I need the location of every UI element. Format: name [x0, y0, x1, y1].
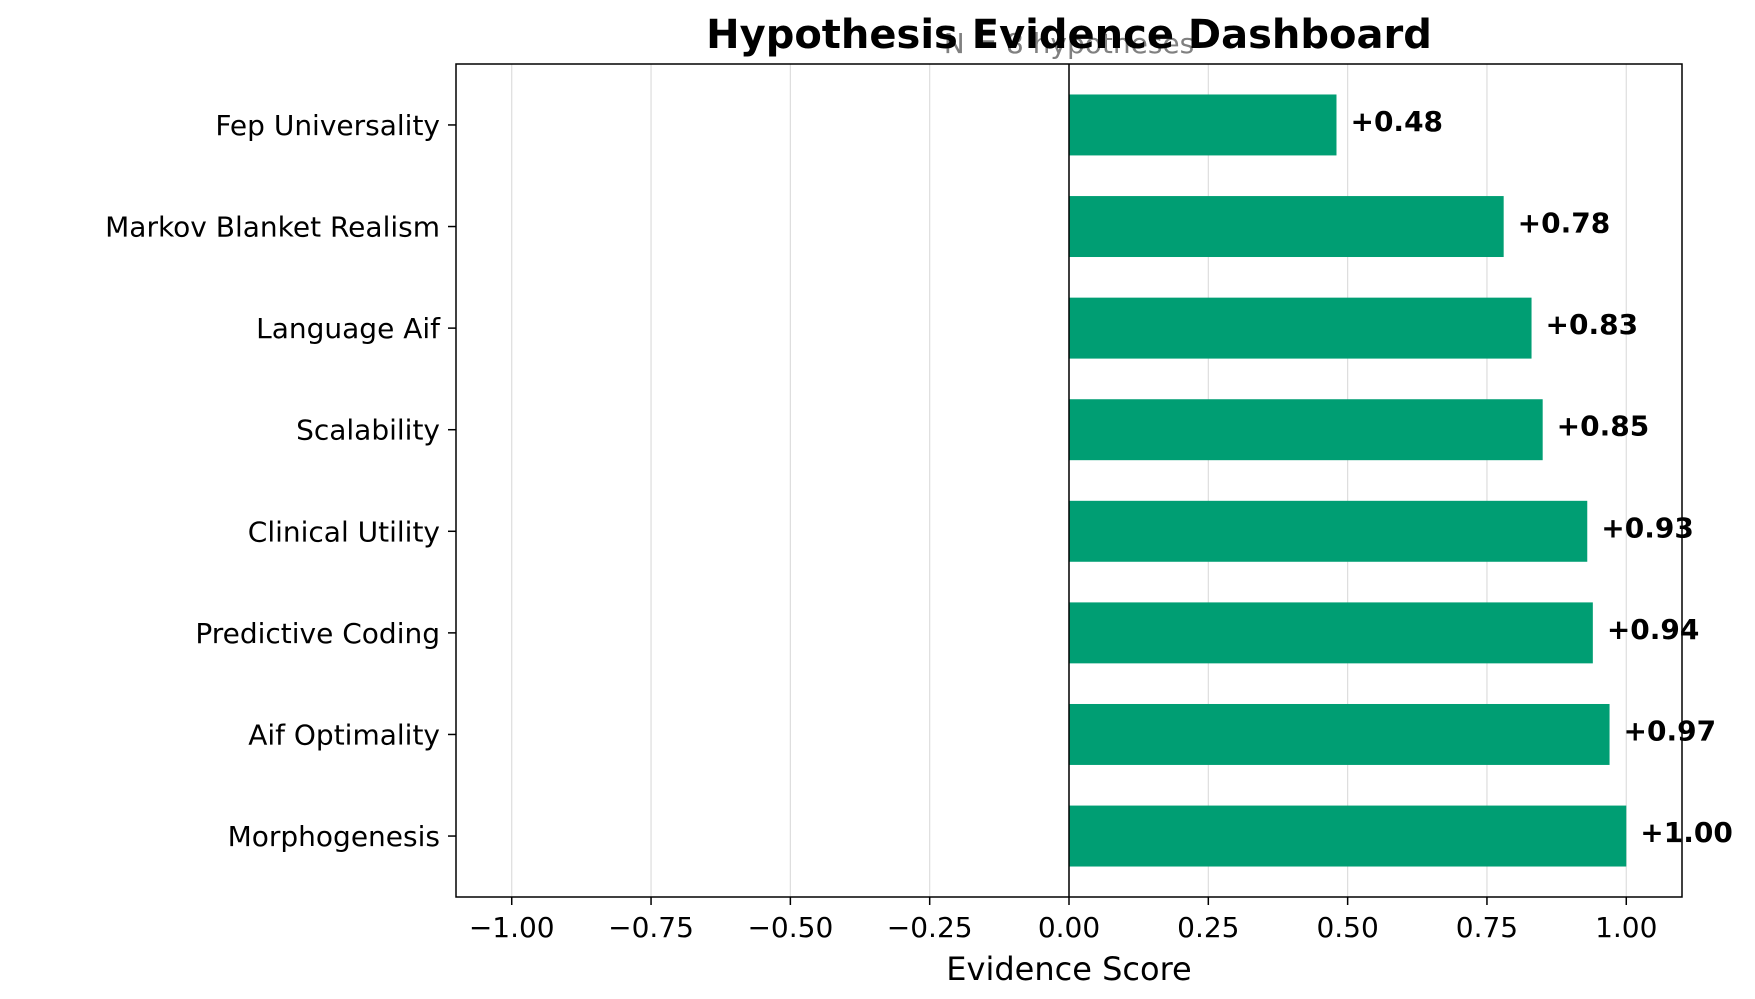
- bar-value-label: +0.94: [1607, 613, 1700, 646]
- bar-value-label: +0.85: [1557, 410, 1650, 443]
- bar: [1069, 94, 1337, 156]
- x-tick-label: 1.00: [1595, 911, 1657, 944]
- x-tick-label: 0.50: [1316, 911, 1378, 944]
- ticks-layer: −1.00 −0.75 −0.50 −0.25 0.00 0.25 0.50 0.75 1.00…: [105, 109, 1657, 944]
- bars-layer: [1069, 94, 1627, 867]
- chart-title: Hypothesis Evidence Dashboard: [706, 12, 1432, 58]
- x-tick-label: −0.75: [608, 911, 694, 944]
- x-tick-label: −0.50: [747, 911, 833, 944]
- y-tick-label: Fep Universality: [215, 109, 440, 142]
- y-tick-label: Predictive Coding: [195, 617, 440, 650]
- bar: [1069, 297, 1532, 359]
- bar-value-label: +0.48: [1350, 105, 1443, 138]
- x-tick-label: 0.25: [1177, 911, 1239, 944]
- bar-value-label: +0.97: [1624, 714, 1717, 747]
- bar: [1069, 703, 1610, 765]
- bar: [1069, 196, 1504, 258]
- data-labels-layer: +0.48 +0.78 +0.83 +0.85 +0.93 +0.94 +0.97 +1.00: [1350, 105, 1732, 849]
- x-tick-label: 0.75: [1456, 911, 1518, 944]
- y-tick-label: Language Aif: [256, 312, 441, 345]
- bar: [1069, 399, 1543, 461]
- y-tick-label: Markov Blanket Realism: [105, 211, 440, 244]
- y-tick-label: Aif Optimality: [248, 718, 440, 751]
- x-tick-label: −0.25: [887, 911, 973, 944]
- y-tick-label: Clinical Utility: [248, 515, 440, 548]
- chart-subtitle: N = 8 hypotheses: [944, 27, 1195, 60]
- x-tick-label: −1.00: [469, 911, 555, 944]
- bar-value-label: +0.78: [1518, 207, 1611, 240]
- bar: [1069, 805, 1627, 867]
- x-tick-label: 0.00: [1038, 911, 1100, 944]
- x-axis-label: Evidence Score: [946, 950, 1191, 988]
- bar-value-label: +0.93: [1601, 511, 1694, 544]
- bar: [1069, 602, 1593, 664]
- y-tick-label: Morphogenesis: [228, 820, 440, 853]
- bar: [1069, 500, 1588, 562]
- bar-value-label: +1.00: [1640, 816, 1733, 849]
- bar-value-label: +0.83: [1546, 308, 1639, 341]
- y-tick-label: Scalability: [296, 414, 440, 447]
